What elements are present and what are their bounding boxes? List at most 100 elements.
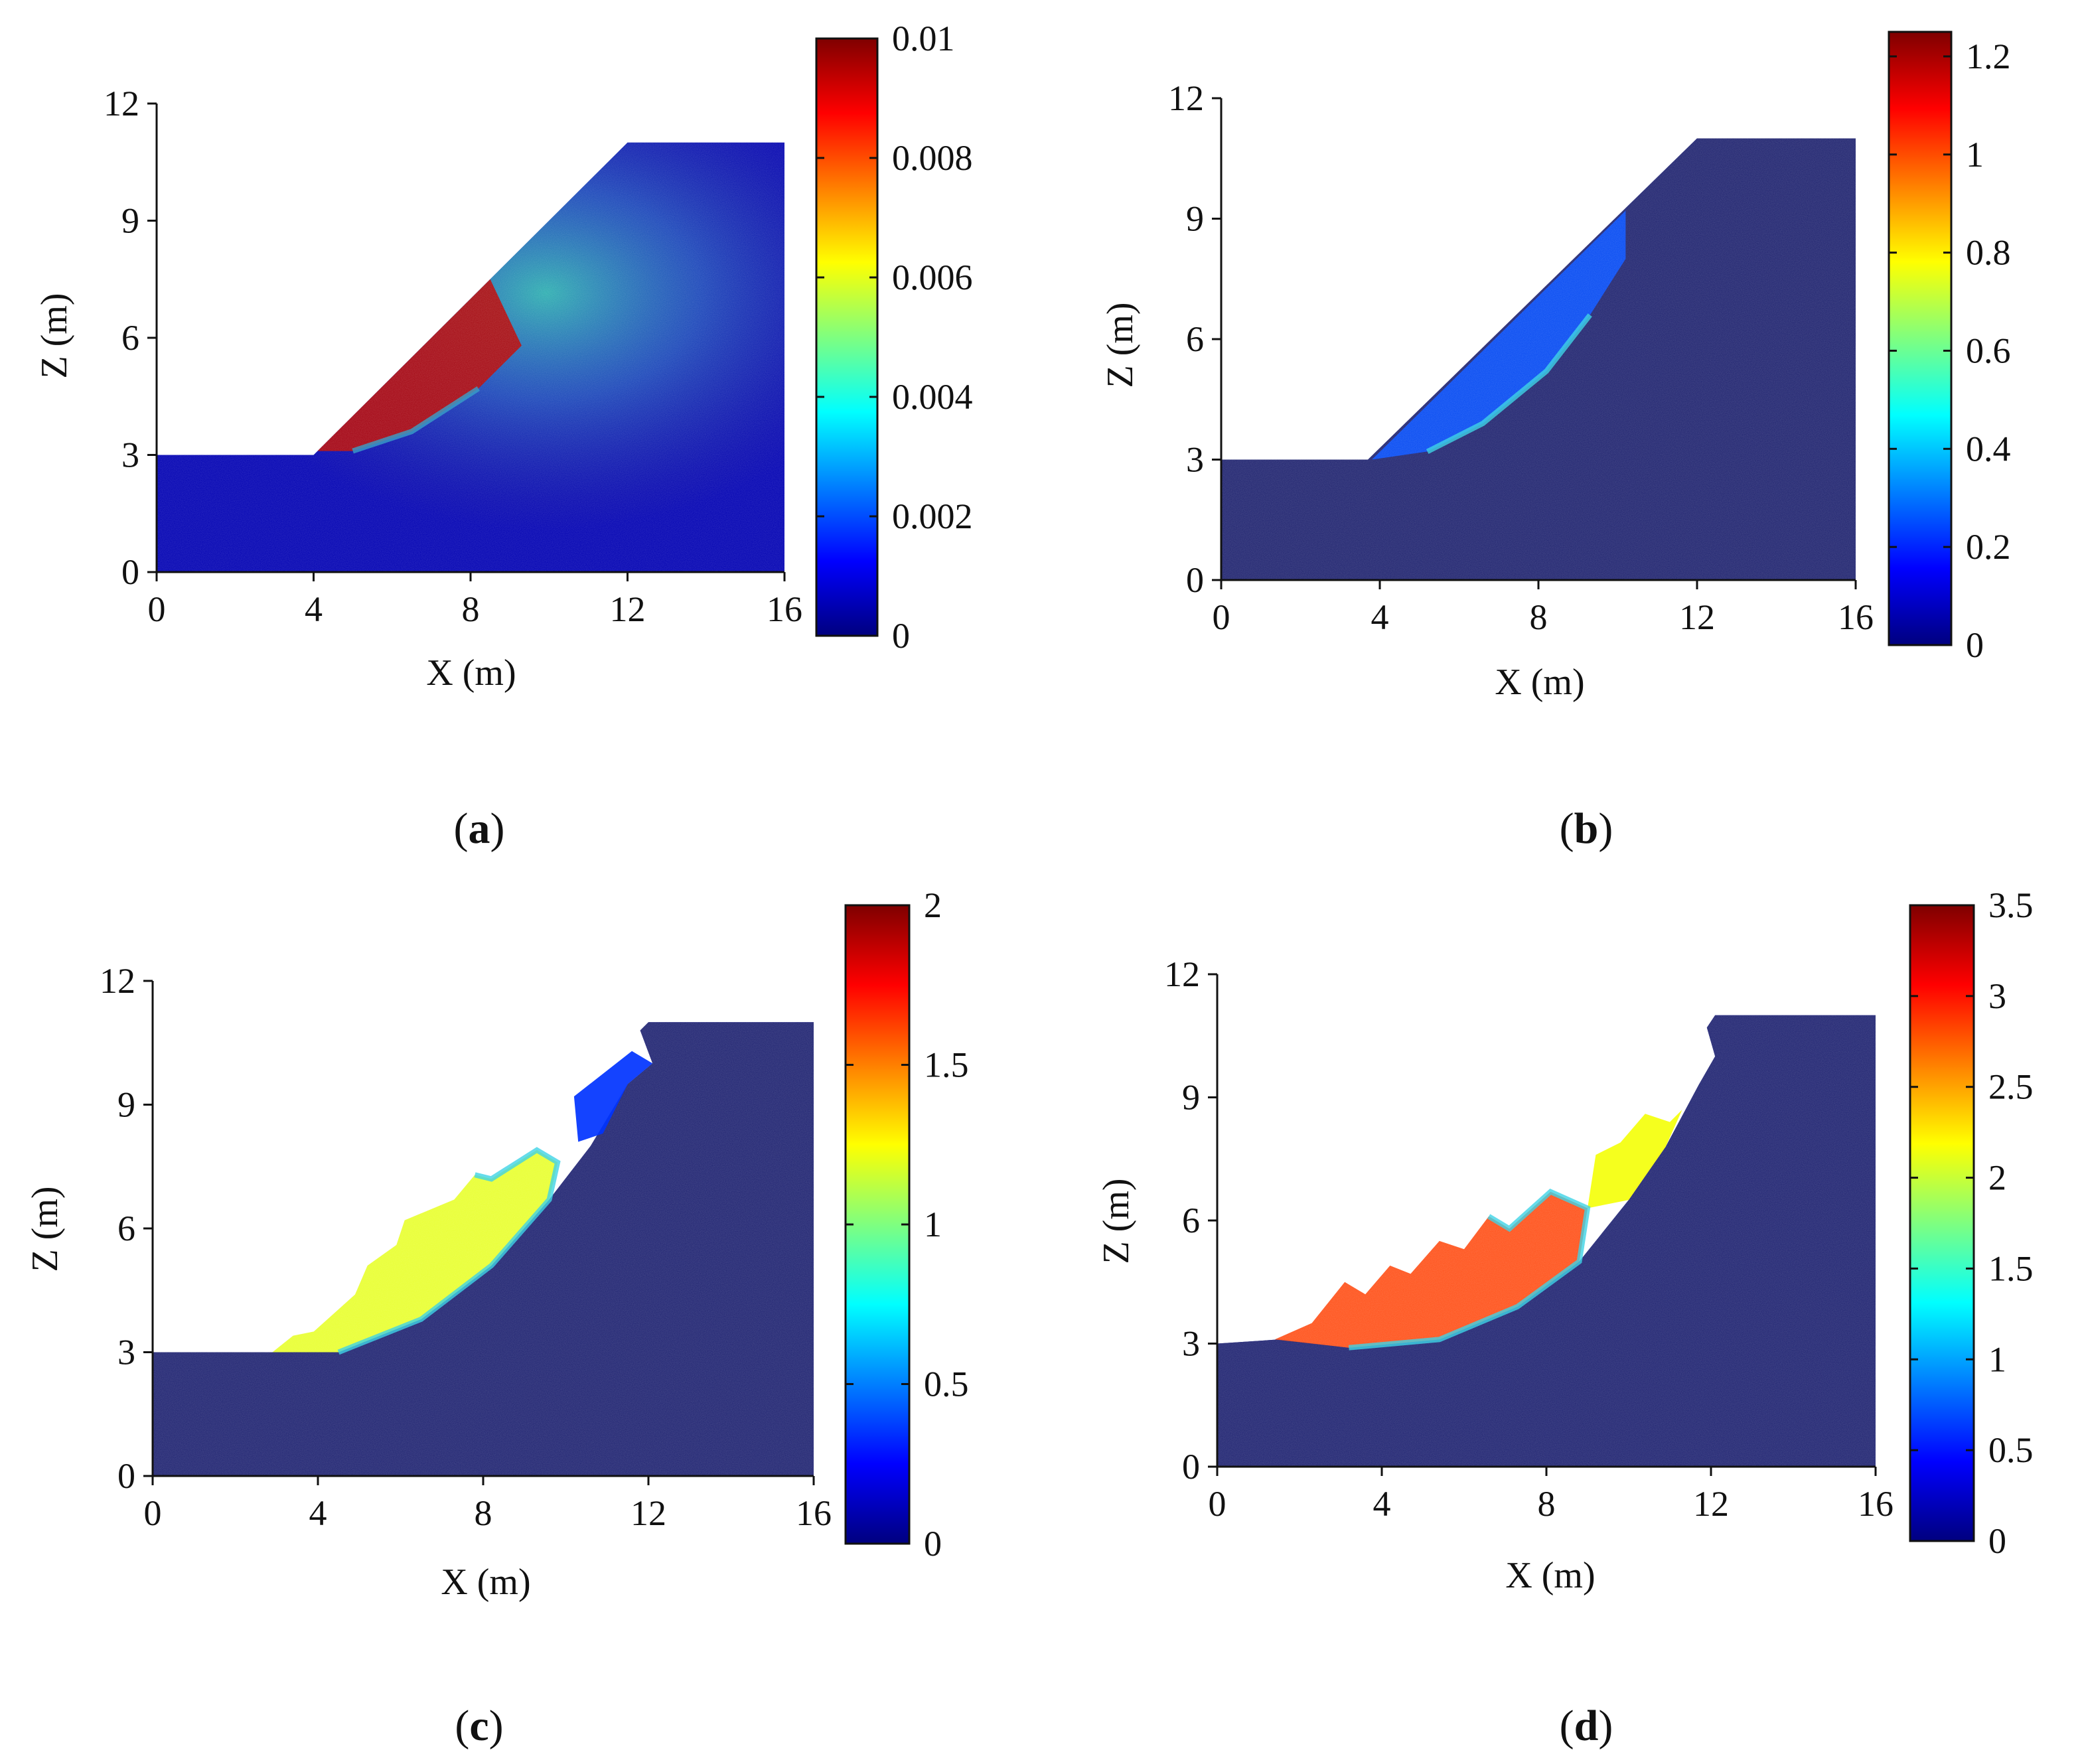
colorbar-tick-label: 1	[924, 1205, 942, 1244]
y-tick-label: 6	[1182, 1201, 1200, 1240]
x-tick-label: 0	[144, 1493, 162, 1533]
colorbar-tick-label: 0.004	[892, 377, 973, 417]
colorbar-tick-label: 1.2	[1966, 37, 2011, 76]
colorbar-tick-label: 0.5	[1988, 1430, 2034, 1470]
y-tick-label: 6	[1186, 319, 1204, 359]
caption: (d)	[1560, 1702, 1613, 1750]
x-tick-label: 16	[796, 1493, 832, 1533]
slip-surface	[1426, 313, 1592, 454]
sliding-mass-texture	[317, 279, 522, 451]
x-tick-label: 8	[475, 1493, 492, 1533]
y-tick-label: 3	[121, 435, 139, 475]
colorbar-tick-label: 0	[924, 1524, 942, 1564]
y-tick-label: 9	[121, 201, 139, 241]
ylabel: Z (m)	[1100, 302, 1141, 388]
svg-text:(c): (c)	[455, 1702, 503, 1750]
x-tick-label: 12	[1693, 1484, 1729, 1524]
colorbar-tick-label: 0.006	[892, 257, 973, 297]
colorbar-tick-label: 0	[1966, 625, 1984, 665]
colorbar-tick-label: 1.5	[924, 1045, 969, 1085]
particle-texture	[153, 1022, 814, 1476]
x-tick-label: 0	[1213, 597, 1230, 637]
y-tick-label: 3	[1186, 440, 1204, 480]
colorbar	[1909, 904, 1975, 1542]
colorbar-tick-label: 3.5	[1988, 885, 2034, 925]
colorbar-tick-label: 0.4	[1966, 429, 2011, 469]
y-tick-label: 0	[117, 1456, 135, 1496]
x-tick-label: 8	[462, 589, 480, 629]
x-tick-label: 4	[309, 1493, 327, 1533]
y-tick-label: 0	[1182, 1447, 1200, 1487]
colorbar-tick-label: 1	[1988, 1339, 2006, 1379]
y-tick-label: 12	[1168, 78, 1204, 118]
colorbar-tick-label: 2	[1988, 1158, 2006, 1198]
y-tick-label: 12	[100, 961, 135, 1001]
x-tick-label: 16	[1858, 1484, 1894, 1524]
particle-texture	[1217, 1015, 1876, 1467]
colorbar-tick-label: 1.5	[1988, 1248, 2034, 1288]
y-tick-label: 9	[1182, 1078, 1200, 1118]
panel-c: Z (m) X (m) (c) 0 4 8 12 16 0 3 6 9 12 0 0.5 1 1.5 2	[25, 885, 969, 1750]
y-tick-label: 6	[117, 1209, 135, 1248]
colorbar-tick-label: 0	[1988, 1521, 2006, 1561]
secondary-sliding-block	[1588, 1110, 1682, 1209]
ylabel: Z (m)	[25, 1186, 66, 1272]
xlabel: X (m)	[1505, 1555, 1595, 1596]
x-tick-label: 8	[1538, 1484, 1556, 1524]
colorbar-tick-label: 0.5	[924, 1364, 969, 1404]
y-tick-label: 12	[1164, 954, 1200, 994]
xlabel: X (m)	[1495, 662, 1584, 703]
x-tick-label: 16	[1838, 597, 1874, 637]
caption: (c)	[455, 1702, 503, 1750]
colorbar-tick-label: 0	[892, 616, 910, 656]
y-tick-label: 9	[1186, 199, 1204, 239]
panel-b: Z (m) X (m) (b) 0 4 8 12 16 0 3 6 9 12 0 0.2 0.4 0.6 0…	[1100, 31, 2011, 853]
x-tick-label: 4	[305, 589, 323, 629]
y-tick-label: 3	[1182, 1324, 1200, 1364]
y-tick-label: 0	[121, 552, 139, 592]
colorbar-tick-label: 0.008	[892, 138, 973, 178]
xlabel: X (m)	[426, 652, 516, 694]
colorbar-tick-label: 2.5	[1988, 1067, 2034, 1107]
x-tick-label: 0	[148, 589, 166, 629]
panel-d: Z (m) X (m) (d) 0 4 8 12 16 0 3 6 9 12 0 0.5 1 1.5 2 2.…	[1096, 885, 2034, 1750]
svg-text:(a): (a)	[454, 804, 505, 853]
slip-surface	[352, 386, 480, 454]
xlabel: X (m)	[441, 1562, 530, 1603]
x-tick-label: 12	[610, 589, 646, 629]
secondary-sliding-block	[573, 1051, 653, 1142]
colorbar-tick-label: 0.01	[892, 19, 955, 58]
colorbar	[815, 37, 879, 637]
colorbar-tick-label: 0.8	[1966, 233, 2011, 273]
caption: (b)	[1560, 804, 1613, 853]
y-tick-label: 12	[104, 84, 139, 123]
sliding-mass-texture	[272, 1149, 558, 1353]
slip-surface	[1349, 1188, 1591, 1351]
x-tick-label: 12	[631, 1493, 666, 1533]
x-tick-label: 16	[767, 589, 802, 629]
caption: (a)	[454, 804, 505, 853]
y-tick-label: 0	[1186, 560, 1204, 600]
colorbar-tick-label: 3	[1988, 976, 2006, 1016]
colorbar-tick-label: 0.2	[1966, 527, 2011, 567]
x-tick-label: 4	[1373, 1484, 1391, 1524]
colorbar	[844, 904, 911, 1545]
panel-a: Z (m) X (m) (a) 0 4 8 12 16 0 3 6 9 12 0 0.002 0.004…	[34, 19, 973, 853]
slip-surface	[337, 1147, 561, 1355]
colorbar	[1888, 31, 1953, 646]
ylabel: Z (m)	[34, 293, 75, 378]
x-tick-label: 12	[1679, 597, 1715, 637]
y-tick-label: 3	[117, 1333, 135, 1372]
colorbar-tick-label: 2	[924, 885, 942, 925]
x-tick-label: 8	[1530, 597, 1548, 637]
y-tick-label: 6	[121, 318, 139, 358]
colorbar-tick-label: 0.6	[1966, 331, 2011, 370]
colorbar-tick-label: 0.002	[892, 496, 973, 536]
x-tick-label: 0	[1209, 1484, 1226, 1524]
svg-text:(b): (b)	[1560, 804, 1613, 853]
sliding-mass-texture	[1372, 210, 1626, 460]
ylabel: Z (m)	[1096, 1178, 1137, 1264]
y-tick-label: 9	[117, 1085, 135, 1125]
x-tick-label: 4	[1371, 597, 1389, 637]
